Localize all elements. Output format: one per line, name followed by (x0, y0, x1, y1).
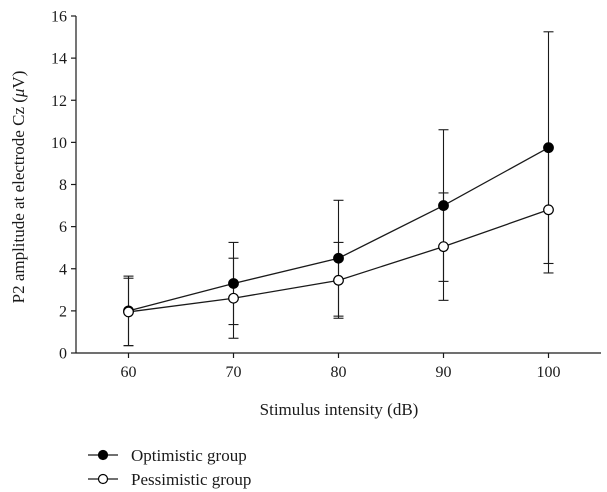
data-point-pessimistic-70 (228, 292, 239, 304)
legend: Optimistic group Pessimistic group (88, 446, 251, 489)
legend-marker-pessimistic (97, 473, 109, 485)
data-point-pessimistic-90 (438, 241, 449, 253)
legend-marker-optimistic (97, 449, 109, 461)
data-point-pessimistic-80 (333, 274, 344, 286)
series-markers (123, 142, 554, 318)
y-tick-label-4: 4 (59, 261, 67, 278)
y-axis-label: P2 amplitude at electrode Cz (μV) (9, 71, 28, 304)
data-point-optimistic-70 (228, 278, 239, 289)
y-tick-label-12: 12 (51, 93, 67, 110)
legend-item-optimistic: Optimistic group (88, 446, 247, 465)
y-tick-label-14: 14 (51, 51, 67, 68)
error-bars (123, 31, 554, 347)
data-point-optimistic-80 (333, 252, 344, 264)
data-point-pessimistic-100 (543, 204, 554, 216)
x-axis-label: Stimulus intensity (dB) (260, 400, 419, 419)
legend-item-pessimistic: Pessimistic group (88, 470, 251, 489)
y-tick-label-16: 16 (51, 9, 67, 26)
legend-label-pessimistic: Pessimistic group (131, 470, 251, 489)
y-axis-label-text: P2 amplitude at electrode Cz ( (9, 97, 28, 304)
x-tick-label-60: 60 (121, 364, 137, 381)
x-tick-label-100: 100 (537, 364, 561, 381)
data-point-pessimistic-60 (123, 306, 134, 318)
x-tick-label-80: 80 (331, 364, 347, 381)
y-tick-label-0: 0 (59, 346, 67, 363)
y-tick-label-2: 2 (59, 303, 67, 320)
y-tick-label-6: 6 (59, 219, 67, 236)
y-tick-label-8: 8 (59, 177, 67, 194)
legend-label-optimistic: Optimistic group (131, 446, 247, 465)
y-axis-label-mu: μ (9, 89, 28, 99)
y-axis-label-unit: V) (9, 71, 28, 89)
y-tick-label-10: 10 (51, 135, 67, 152)
x-tick-label-90: 90 (436, 364, 452, 381)
x-tick-label-70: 70 (226, 364, 242, 381)
data-point-optimistic-90 (438, 200, 449, 211)
data-point-optimistic-100 (543, 142, 554, 154)
chart-axes: 0 2 4 6 8 10 12 14 16 60 70 80 90 100 (51, 9, 601, 381)
